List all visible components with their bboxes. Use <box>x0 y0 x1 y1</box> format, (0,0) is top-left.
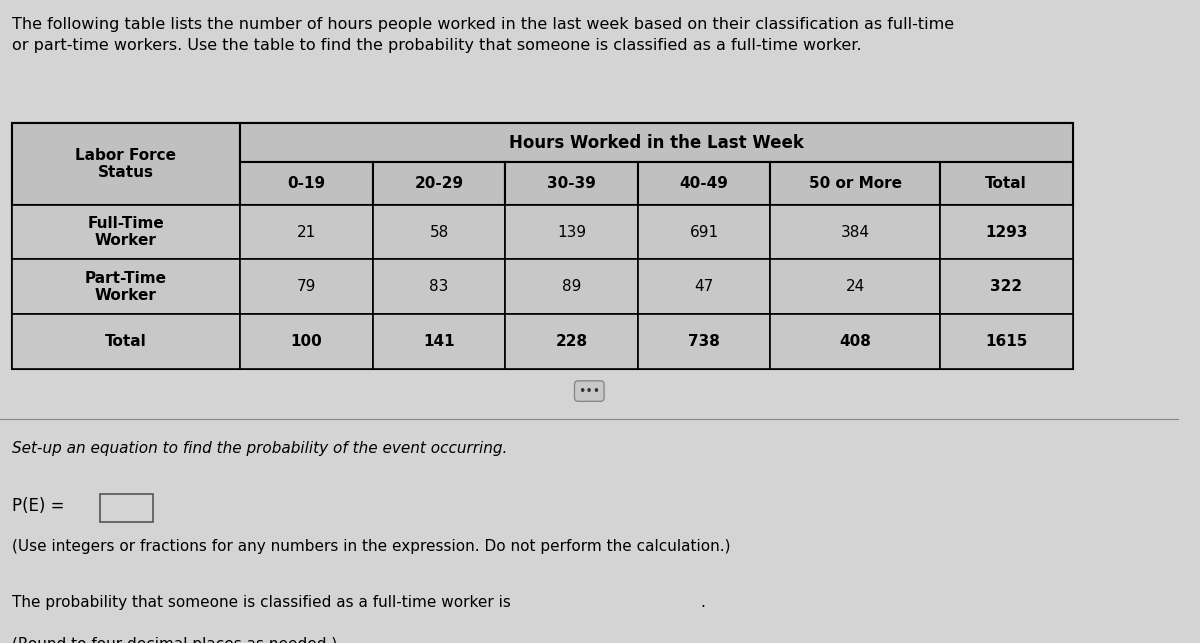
Text: 384: 384 <box>841 224 870 240</box>
Bar <box>373 205 505 260</box>
Bar <box>12 260 240 314</box>
Bar <box>12 314 240 368</box>
Text: (Use integers or fractions for any numbers in the expression. Do not perform the: (Use integers or fractions for any numbe… <box>12 539 731 554</box>
Text: 50 or More: 50 or More <box>809 176 901 191</box>
Bar <box>638 205 770 260</box>
Text: 89: 89 <box>562 279 581 294</box>
Bar <box>770 314 940 368</box>
Text: 228: 228 <box>556 334 588 349</box>
Text: 20-29: 20-29 <box>414 176 463 191</box>
Bar <box>642 590 695 619</box>
Bar <box>373 260 505 314</box>
Text: 100: 100 <box>290 334 323 349</box>
Text: .: . <box>700 595 704 610</box>
Bar <box>505 260 638 314</box>
Bar <box>770 205 940 260</box>
Text: Total: Total <box>106 334 146 349</box>
Bar <box>240 314 373 368</box>
Bar <box>770 163 940 205</box>
Bar <box>940 205 1073 260</box>
Bar <box>240 163 373 205</box>
Text: Hours Worked in the Last Week: Hours Worked in the Last Week <box>509 134 804 152</box>
Text: 21: 21 <box>296 224 316 240</box>
Text: Total: Total <box>985 176 1027 191</box>
Text: Full-Time
Worker: Full-Time Worker <box>88 216 164 248</box>
Bar <box>638 314 770 368</box>
Bar <box>373 163 505 205</box>
Bar <box>240 123 1073 163</box>
Text: •••: ••• <box>578 385 600 397</box>
Text: 40-49: 40-49 <box>679 176 728 191</box>
Text: 322: 322 <box>990 279 1022 294</box>
Bar <box>940 314 1073 368</box>
Text: 141: 141 <box>424 334 455 349</box>
Text: Set-up an equation to find the probability of the event occurring.: Set-up an equation to find the probabili… <box>12 441 508 457</box>
Bar <box>505 314 638 368</box>
Text: 79: 79 <box>296 279 316 294</box>
Text: 47: 47 <box>695 279 714 294</box>
Text: Part-Time
Worker: Part-Time Worker <box>85 271 167 303</box>
Text: The probability that someone is classified as a full-time worker is: The probability that someone is classifi… <box>12 595 521 610</box>
Text: P(E) =: P(E) = <box>12 497 65 515</box>
Text: 0-19: 0-19 <box>287 176 325 191</box>
Bar <box>100 494 154 522</box>
Text: 83: 83 <box>430 279 449 294</box>
Bar <box>12 205 240 260</box>
Bar <box>240 205 373 260</box>
Bar <box>12 123 240 205</box>
Bar <box>373 314 505 368</box>
Text: (Round to four decimal places as needed.): (Round to four decimal places as needed.… <box>12 637 337 643</box>
Bar <box>505 205 638 260</box>
Bar <box>638 163 770 205</box>
Text: 738: 738 <box>689 334 720 349</box>
Bar <box>12 123 1073 368</box>
Bar <box>770 260 940 314</box>
Text: The following table lists the number of hours people worked in the last week bas: The following table lists the number of … <box>12 17 954 53</box>
Text: 691: 691 <box>690 224 719 240</box>
Text: 408: 408 <box>839 334 871 349</box>
Bar <box>505 163 638 205</box>
Text: 24: 24 <box>846 279 865 294</box>
Text: 30-39: 30-39 <box>547 176 596 191</box>
Text: 1615: 1615 <box>985 334 1027 349</box>
Bar <box>240 260 373 314</box>
Bar <box>638 260 770 314</box>
Text: 1293: 1293 <box>985 224 1027 240</box>
Bar <box>940 163 1073 205</box>
Bar <box>940 260 1073 314</box>
Text: Labor Force
Status: Labor Force Status <box>76 148 176 180</box>
Text: 58: 58 <box>430 224 449 240</box>
Text: 139: 139 <box>557 224 586 240</box>
